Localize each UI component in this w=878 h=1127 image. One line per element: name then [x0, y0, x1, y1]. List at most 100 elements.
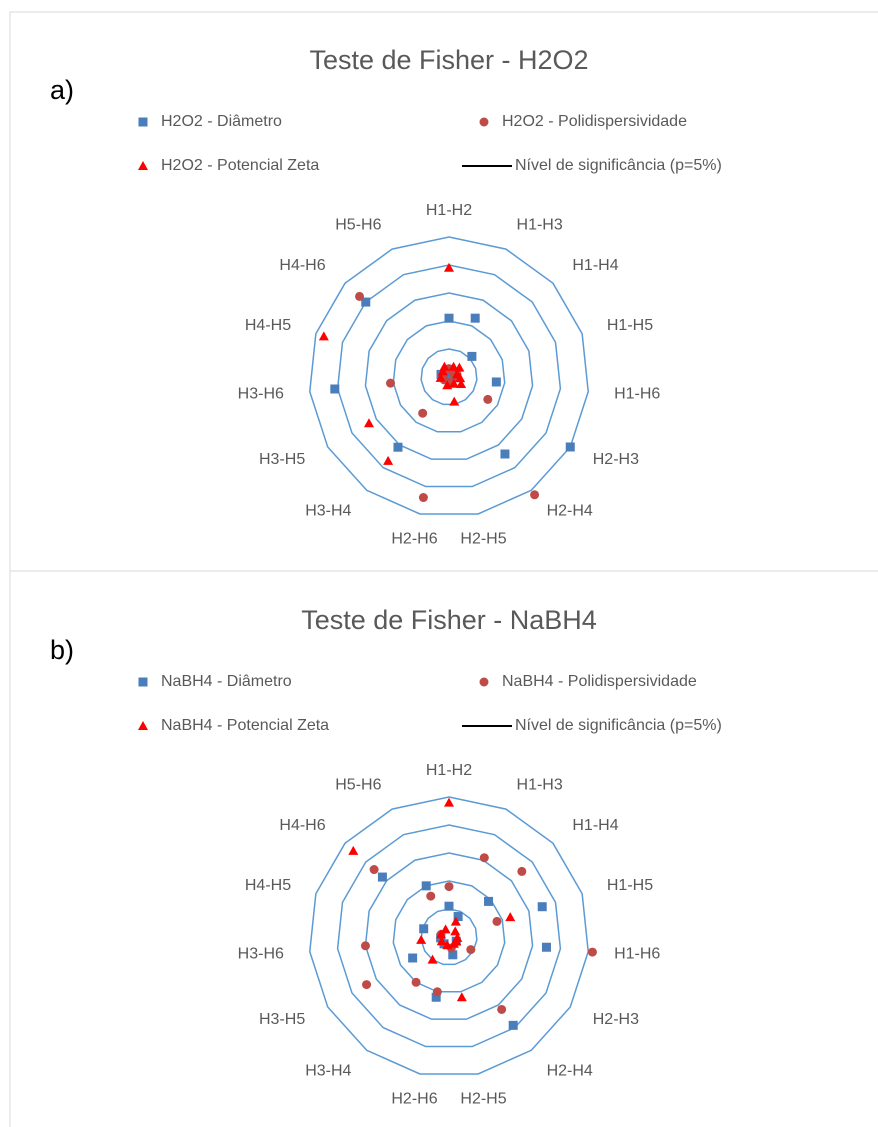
- data-point: [448, 378, 459, 388]
- legend-marker: [479, 117, 489, 127]
- data-point: [500, 449, 510, 459]
- data-point: [530, 490, 540, 500]
- data-point: [418, 493, 428, 503]
- data-point: [363, 418, 374, 428]
- legend-marker: [138, 721, 148, 730]
- data-point: [444, 901, 454, 911]
- data-point: [587, 947, 597, 957]
- data-point: [377, 872, 387, 882]
- data-point: [393, 442, 403, 452]
- data-point: [492, 916, 502, 926]
- data-point: [456, 379, 467, 388]
- data-point: [483, 394, 493, 404]
- panel-label: b): [50, 635, 74, 665]
- data-point: [440, 924, 451, 934]
- data-point: [497, 1004, 507, 1014]
- category-label: H1-H3: [517, 777, 563, 794]
- data-point: [369, 865, 379, 875]
- data-point: [448, 361, 459, 371]
- data-point: [456, 992, 467, 1002]
- legend-label: Nível de significância (p=5%): [515, 717, 722, 734]
- category-label: H1-H4: [572, 257, 618, 274]
- data-point: [508, 1020, 518, 1030]
- data-point: [348, 845, 359, 855]
- legend-label: H2O2 - Diâmetro: [161, 113, 282, 130]
- data-point: [454, 362, 465, 372]
- grid-ring: [392, 320, 506, 433]
- grid-ring: [309, 236, 589, 515]
- chart-title: Teste de Fisher - NaBH4: [301, 605, 597, 635]
- data-point: [444, 262, 454, 272]
- data-point: [565, 442, 575, 452]
- data-point: [517, 866, 527, 876]
- category-label: H2-H4: [547, 503, 593, 520]
- data-point: [444, 882, 454, 892]
- category-label: H5-H6: [335, 777, 381, 794]
- panel-label: a): [50, 75, 74, 105]
- category-label: H1-H5: [607, 877, 653, 894]
- data-point: [360, 941, 370, 951]
- legend-label: NaBH4 - Diâmetro: [161, 673, 292, 690]
- data-point: [432, 987, 442, 997]
- category-label: H3-H5: [259, 451, 305, 468]
- data-point: [537, 902, 547, 912]
- category-label: H4-H5: [245, 317, 291, 334]
- data-point: [436, 929, 447, 939]
- grid-ring: [309, 796, 589, 1075]
- category-label: H3-H6: [238, 946, 284, 963]
- data-point: [541, 942, 551, 952]
- data-point: [466, 945, 476, 955]
- data-point: [450, 916, 461, 926]
- category-label: H1-H6: [614, 386, 660, 403]
- panel-border: [9, 11, 878, 1127]
- legend-label: H2O2 - Polidispersividade: [502, 113, 687, 130]
- category-label: H4-H6: [279, 257, 325, 274]
- data-point: [386, 378, 396, 388]
- grid-ring: [420, 348, 478, 406]
- data-point: [505, 912, 516, 922]
- data-point: [419, 924, 429, 934]
- data-point: [470, 313, 480, 323]
- data-point: [431, 992, 441, 1002]
- data-point: [362, 980, 372, 990]
- data-point: [479, 853, 489, 863]
- category-label: H5-H6: [335, 217, 381, 234]
- data-point: [448, 950, 458, 960]
- grid-ring: [420, 908, 478, 966]
- data-point: [361, 297, 371, 307]
- legend-label: Nível de significância (p=5%): [515, 157, 722, 174]
- category-label: H2-H5: [460, 531, 506, 548]
- data-point: [449, 396, 460, 406]
- grid-ring: [336, 264, 562, 488]
- category-label: H2-H4: [547, 1063, 593, 1080]
- data-point: [444, 797, 454, 807]
- data-point: [436, 936, 447, 946]
- category-label: H1-H4: [572, 817, 618, 834]
- data-point: [448, 938, 459, 948]
- category-label: H1-H2: [426, 762, 472, 779]
- data-point: [411, 977, 421, 987]
- data-point: [330, 384, 340, 394]
- data-point: [437, 366, 448, 376]
- data-point: [453, 912, 463, 922]
- data-point: [426, 891, 436, 901]
- category-label: H2-H6: [391, 1091, 437, 1108]
- data-point: [421, 881, 431, 891]
- category-label: H3-H6: [238, 386, 284, 403]
- category-label: H3-H5: [259, 1011, 305, 1028]
- category-label: H1-H2: [426, 202, 472, 219]
- category-label: H1-H5: [607, 317, 653, 334]
- legend-marker: [138, 117, 148, 127]
- data-point: [491, 377, 501, 387]
- data-point: [408, 953, 418, 963]
- data-point: [455, 373, 466, 383]
- data-point: [355, 291, 365, 301]
- category-label: H1-H3: [517, 217, 563, 234]
- legend-label: NaBH4 - Potencial Zeta: [161, 717, 329, 734]
- data-point: [439, 361, 450, 371]
- grid-ring: [392, 880, 506, 993]
- category-label: H2-H3: [593, 451, 639, 468]
- category-label: H2-H5: [460, 1091, 506, 1108]
